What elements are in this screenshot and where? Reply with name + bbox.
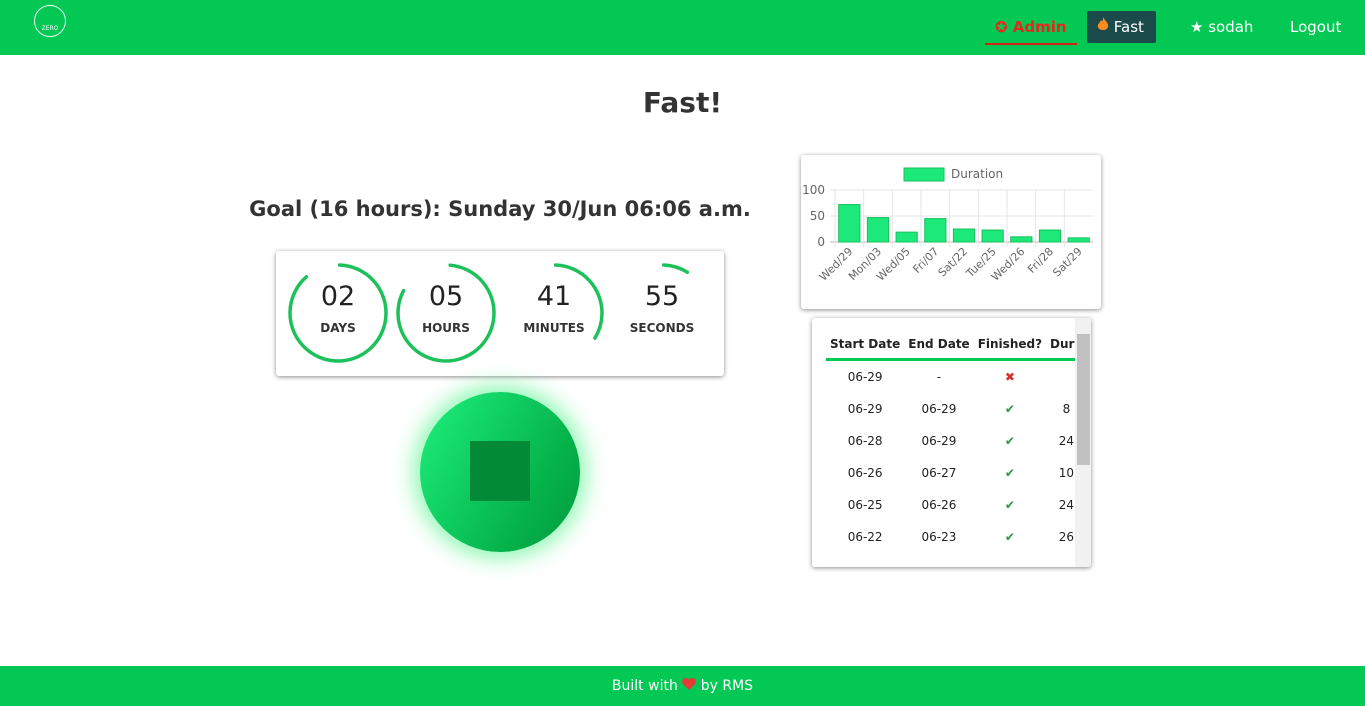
- table-cell: -: [936, 370, 942, 384]
- column-header: End Date: [904, 330, 974, 361]
- bar: [952, 228, 976, 243]
- footer: Built with by RMS: [0, 666, 1365, 706]
- table-cell: 06-29: [847, 370, 883, 384]
- bar: [1010, 236, 1033, 243]
- page-title: Fast!: [642, 86, 723, 119]
- ring: [288, 263, 388, 363]
- legend-swatch: [903, 167, 945, 182]
- table-cell: ✔: [1004, 402, 1015, 416]
- table-cell: 06-29: [921, 402, 957, 416]
- countdown-value: 41: [536, 281, 572, 312]
- nav-label: Admin: [1012, 18, 1067, 36]
- countdown-label: DAYS: [320, 321, 356, 335]
- bar: [924, 218, 947, 243]
- column-header: Start Date: [826, 330, 905, 361]
- nav-label: sodah: [1208, 18, 1254, 36]
- ring: [612, 263, 712, 363]
- table-cell: 06-26: [921, 498, 957, 512]
- bar: [1038, 229, 1062, 243]
- bar: [838, 204, 861, 243]
- table-cell: ✔: [1004, 498, 1015, 512]
- y-tick-label: 50: [810, 209, 825, 223]
- bar: [1067, 237, 1090, 243]
- y-tick-label: 100: [802, 183, 825, 197]
- table-cell: ✔: [1004, 434, 1015, 448]
- nav-user[interactable]: ★ sodah: [1180, 11, 1263, 43]
- table-cell: ✔: [1004, 466, 1015, 480]
- table-cell: 06-26: [847, 466, 883, 480]
- table-cell: 06-23: [921, 530, 957, 544]
- star-icon: ★: [1190, 18, 1209, 36]
- nav-fast[interactable]: Fast: [1087, 11, 1156, 43]
- stop-button[interactable]: [420, 392, 580, 552]
- ring: [504, 263, 604, 363]
- table-cell: ✔: [1004, 530, 1015, 544]
- scroll-thumb[interactable]: [1077, 334, 1090, 465]
- footer-text: by RMS: [700, 678, 754, 694]
- nav-label: Fast: [1113, 18, 1144, 36]
- countdown-label: HOURS: [422, 321, 470, 335]
- flame-icon: [1097, 17, 1109, 30]
- countdown-rings: [288, 263, 712, 363]
- countdown-value: 02: [320, 281, 356, 312]
- table-cell: 06-27: [921, 466, 957, 480]
- table-cell: 06-29: [921, 434, 957, 448]
- chart: 050100DurationWed/29Mon/03Wed/05Fri/07Sa…: [802, 167, 1093, 284]
- admin-icon: ✪: [995, 18, 1013, 36]
- heart-icon: [682, 678, 697, 690]
- ring: [396, 263, 496, 363]
- table-cell: 06-25: [847, 498, 883, 512]
- column-header: Finished?: [973, 330, 1047, 361]
- bar: [866, 217, 890, 243]
- countdown-value: 55: [644, 281, 680, 312]
- footer-text: Built with: [611, 678, 678, 694]
- table-cell: 06-28: [847, 434, 883, 448]
- goal-text: Goal (16 hours): Sunday 30/Jun 06:06 a.m…: [249, 197, 751, 221]
- y-tick-label: 0: [817, 235, 825, 249]
- navbar: ZERO ✪ Admin Fast ★ sodah Logout: [0, 0, 1365, 55]
- countdown-label: MINUTES: [523, 321, 585, 335]
- stop-icon: [470, 441, 530, 501]
- countdown-label: SECONDS: [629, 321, 695, 335]
- table-cell: ✖: [1004, 370, 1015, 384]
- table-row: 06-29-✖-: [826, 360, 1091, 394]
- countdown: 02 DAYS 05 HOURS 41 MINUTES 55 SECONDS: [276, 251, 724, 376]
- countdown-value: 05: [428, 281, 464, 312]
- x-tick-label: Sat/22: [936, 245, 970, 279]
- nav-logout[interactable]: Logout: [1290, 18, 1342, 36]
- logo[interactable]: ZERO: [34, 5, 66, 37]
- bar: [895, 231, 918, 243]
- bar: [981, 229, 1004, 243]
- legend-label: Duration: [951, 167, 1003, 181]
- nav-admin[interactable]: ✪ Admin: [985, 11, 1077, 45]
- table-cell: 06-29: [847, 402, 883, 416]
- chart-card: 0 50 100 Duration Wed/29 Mon/03 Wed/05 Fri/07 Sa…: [801, 155, 1101, 309]
- x-tick-label: Sat/29: [1050, 245, 1084, 279]
- table-cell: 06-22: [847, 530, 883, 544]
- scrollbar[interactable]: [1075, 318, 1091, 567]
